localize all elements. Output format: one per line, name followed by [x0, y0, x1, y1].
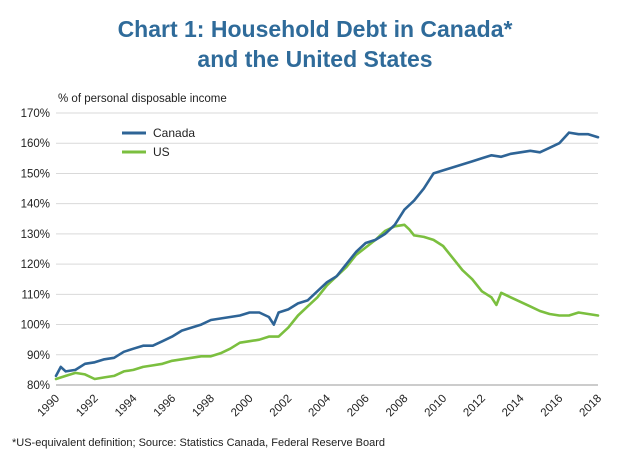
- chart-title: Chart 1: Household Debt in Canada* and t…: [0, 14, 630, 74]
- series-line-canada: [54, 131, 600, 378]
- y-axis-label: % of personal disposable income: [58, 93, 227, 105]
- y-tick-label: 160%: [21, 138, 50, 150]
- x-tick-label: 2018: [578, 393, 605, 420]
- x-tick-label: 2010: [423, 393, 450, 420]
- x-tick-label: 2006: [345, 393, 372, 420]
- x-tick-label: 2008: [384, 393, 411, 420]
- x-tick-label: 1996: [152, 393, 179, 420]
- footnote: *US-equivalent definition; Source: Stati…: [12, 437, 385, 449]
- x-tick-label: 2014: [500, 392, 527, 419]
- y-tick-label: 140%: [21, 199, 50, 211]
- x-axis-ticks: 1990 1992 1994 1996 1998 2000 2002 2004 2006 2008…: [36, 392, 605, 419]
- y-tick-label: 170%: [21, 108, 50, 120]
- chart-title-line-1: Chart 1: Household Debt in Canada*: [117, 16, 513, 42]
- series-lines: [54, 131, 600, 381]
- y-tick-label: 120%: [21, 259, 50, 271]
- x-tick-label: 2004: [307, 392, 334, 419]
- x-tick-label: 1992: [74, 393, 101, 420]
- x-tick-label: 1994: [113, 392, 140, 419]
- y-tick-label: 100%: [21, 320, 50, 332]
- x-tick-label: 2012: [461, 393, 488, 420]
- y-tick-label: 80%: [27, 380, 50, 392]
- legend-label-us: US: [153, 145, 170, 159]
- y-tick-label: 90%: [27, 350, 50, 362]
- series-line-us: [54, 223, 600, 381]
- x-tick-label: 2016: [539, 393, 566, 420]
- x-tick-label: 1990: [36, 393, 63, 420]
- gridlines: [56, 112, 598, 386]
- x-tick-label: 2000: [229, 393, 256, 420]
- legend-label-canada: Canada: [153, 126, 195, 140]
- y-tick-label: 150%: [21, 168, 50, 180]
- legend: Canada US: [122, 126, 195, 159]
- y-tick-label: 130%: [21, 229, 50, 241]
- y-axis-ticks: 80% 90% 100% 110% 120% 130% 140% 150% 160% 170%: [21, 108, 50, 392]
- chart-title-line-2: and the United States: [197, 46, 433, 72]
- y-tick-label: 110%: [21, 289, 50, 301]
- x-tick-label: 1998: [190, 393, 217, 420]
- x-tick-label: 2002: [268, 393, 295, 420]
